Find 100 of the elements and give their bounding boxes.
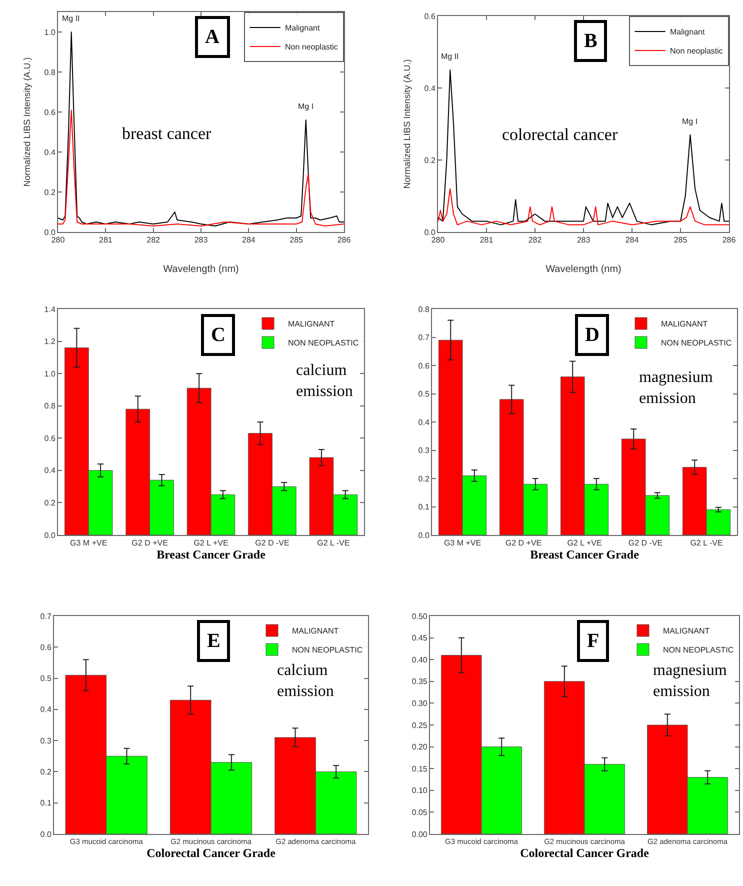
y-tick-label: 0.5 — [40, 674, 52, 684]
y-tick-label: 0.7 — [418, 333, 430, 342]
y-tick-label: 0.35 — [412, 677, 428, 686]
y-tick-label: 0.8 — [418, 304, 430, 314]
line-series — [58, 110, 344, 226]
x-tick-label: 280 — [431, 236, 446, 245]
y-tick-label: 0.30 — [412, 699, 428, 708]
legend-label: Malignant — [670, 28, 706, 37]
legend-label: Non neoplastic — [670, 46, 723, 56]
y-tick-label: 0.7 — [40, 612, 52, 621]
y-tick-label: 0.6 — [418, 361, 430, 370]
y-tick-label: 0.4 — [424, 84, 436, 93]
x-tick-label: 284 — [242, 236, 256, 245]
y-tick-label: 0.2 — [44, 188, 56, 197]
annotation: D — [585, 324, 600, 346]
y-tick-label: 0.3 — [40, 736, 52, 746]
y-tick-label: 0.45 — [412, 634, 428, 643]
y-tick-label: 0.4 — [44, 148, 56, 157]
x-tick-label: G2 L -VE — [690, 538, 723, 548]
annotation: Mg I — [682, 117, 698, 126]
y-tick-label: 0.0 — [44, 530, 56, 540]
legend-label: NON NEOPLASTIC — [292, 646, 363, 655]
x-tick-label: 285 — [290, 236, 304, 245]
line-series — [438, 70, 729, 226]
legend-label: NON NEOPLASTIC — [661, 338, 732, 348]
legend-label: NON NEOPLASTIC — [663, 646, 734, 655]
annotation: Mg II — [441, 52, 459, 61]
y-tick-label: 0.4 — [40, 705, 52, 714]
y-tick-label: 0.2 — [40, 768, 52, 777]
y-tick-label: 0.8 — [44, 402, 56, 411]
x-tick-label: G2 D -VE — [628, 538, 663, 548]
annotation: magnesium emission — [653, 662, 728, 700]
y-tick-label: 0.4 — [418, 418, 430, 427]
x-tick-label: 283 — [576, 236, 591, 245]
legend-label: MALIGNANT — [661, 320, 708, 329]
x-axis-title: Wavelength (nm) — [163, 264, 239, 275]
y-tick-label: 0.6 — [40, 642, 52, 652]
y-tick-label: 0.2 — [418, 474, 430, 484]
x-axis-title: Colorectal Cancer Grade — [520, 846, 650, 860]
x-axis-title: Wavelength (nm) — [546, 264, 622, 275]
y-tick-label: 0.15 — [412, 764, 428, 774]
x-tick-label: G2 D -VE — [255, 538, 290, 548]
annotation: Mg I — [298, 102, 314, 111]
y-tick-label: 0.2 — [424, 156, 436, 165]
y-tick-label: 0.0 — [40, 830, 52, 839]
x-tick-label: 284 — [625, 236, 640, 245]
y-tick-label: 0.00 — [412, 830, 428, 839]
x-tick-label: G2 L -VE — [317, 538, 350, 548]
line-series — [438, 188, 729, 226]
y-tick-label: 0.10 — [412, 786, 428, 796]
x-tick-label: 283 — [194, 236, 208, 245]
y-tick-label: 0.1 — [40, 798, 52, 808]
y-tick-label: 0.1 — [418, 502, 430, 512]
annotation: calcium emission — [296, 362, 353, 400]
legend-label: MALIGNANT — [288, 320, 335, 329]
y-tick-label: 1.2 — [44, 337, 56, 346]
x-tick-label: 282 — [528, 236, 542, 245]
x-axis-title: Colorectal Cancer Grade — [146, 846, 276, 860]
x-tick-label: 281 — [98, 236, 113, 245]
y-tick-label: 1.4 — [44, 304, 56, 314]
x-tick-label: G3 M +VE — [444, 538, 482, 548]
y-tick-label: 0.05 — [412, 808, 428, 817]
y-tick-label: 0.3 — [418, 446, 430, 456]
x-tick-label: G3 M +VE — [70, 538, 108, 548]
annotation: A — [205, 26, 220, 48]
annotation: magnesium emission — [639, 369, 714, 407]
annotation: B — [584, 30, 598, 52]
line-series — [58, 32, 344, 226]
y-tick-label: 0.6 — [44, 108, 56, 117]
annotation: breast cancer — [122, 124, 212, 143]
legend-label: Malignant — [285, 24, 320, 33]
x-tick-label: 282 — [146, 236, 161, 245]
y-tick-label: 0.2 — [44, 498, 56, 508]
legend-label: NON NEOPLASTIC — [288, 338, 359, 348]
x-tick-label: G2 L +VE — [194, 538, 228, 548]
y-tick-label: 0.8 — [44, 68, 56, 77]
legend-label: MALIGNANT — [663, 626, 710, 636]
annotation: C — [211, 324, 226, 346]
y-tick-label: 0.0 — [418, 530, 430, 540]
y-tick-label: 0.0 — [424, 228, 436, 237]
y-tick-label: 0.50 — [412, 612, 428, 621]
y-tick-label: 0.4 — [44, 466, 56, 476]
annotation: Mg II — [62, 14, 80, 23]
y-tick-label: 0.20 — [412, 742, 428, 752]
x-tick-label: 286 — [722, 236, 736, 245]
x-tick-label: 285 — [674, 236, 688, 245]
y-tick-label: 0.40 — [412, 655, 428, 664]
x-tick-label: G2 D +VE — [505, 538, 542, 548]
x-tick-label: 286 — [337, 236, 352, 245]
x-tick-label: G2 L +VE — [567, 538, 602, 548]
y-tick-label: 1.0 — [44, 28, 56, 37]
annotation: F — [587, 630, 600, 652]
y-tick-label: 0.6 — [44, 434, 56, 443]
y-axis-title: Normalized LIBS Intensity (A.U.) — [22, 57, 32, 187]
y-tick-label: 0.25 — [412, 720, 428, 730]
annotation: E — [207, 630, 220, 652]
y-tick-label: 0.5 — [418, 390, 430, 399]
y-tick-label: 1.0 — [44, 369, 56, 378]
x-tick-label: 280 — [51, 236, 66, 245]
x-tick-label: 281 — [480, 236, 494, 245]
